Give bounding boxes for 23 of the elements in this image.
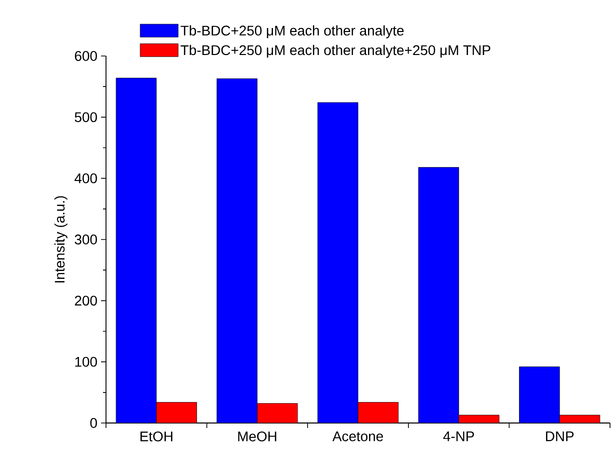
bar bbox=[257, 403, 298, 423]
legend-label: Tb-BDC+250 μM each other analyte+250 μM TNP bbox=[180, 44, 490, 58]
x-tick-label: EtOH bbox=[140, 431, 172, 442]
y-tick-label: 500 bbox=[74, 112, 97, 122]
legend-label: Tb-BDC+250 μM each other analyte bbox=[180, 25, 404, 38]
x-tick-label: 4-NP bbox=[443, 432, 474, 442]
bar bbox=[418, 167, 460, 423]
y-tick-label: 600 bbox=[74, 51, 97, 61]
bar bbox=[216, 78, 258, 423]
y-tick-label: 100 bbox=[75, 356, 97, 367]
bar bbox=[116, 78, 157, 423]
y-axis-title: Intensity (a.u.) bbox=[54, 196, 68, 282]
y-tick-label: 400 bbox=[74, 173, 97, 184]
x-tick-label: DNP bbox=[546, 432, 574, 442]
x-tick-label: MeOH bbox=[238, 431, 276, 442]
bar bbox=[519, 366, 560, 423]
y-tick-label: 300 bbox=[74, 234, 97, 244]
bar bbox=[156, 402, 197, 423]
bar bbox=[358, 402, 399, 423]
y-tick-label: 200 bbox=[74, 296, 97, 306]
x-tick-label: Acetone bbox=[332, 432, 383, 442]
bar bbox=[317, 102, 358, 423]
y-tick-label: 0 bbox=[90, 418, 97, 428]
